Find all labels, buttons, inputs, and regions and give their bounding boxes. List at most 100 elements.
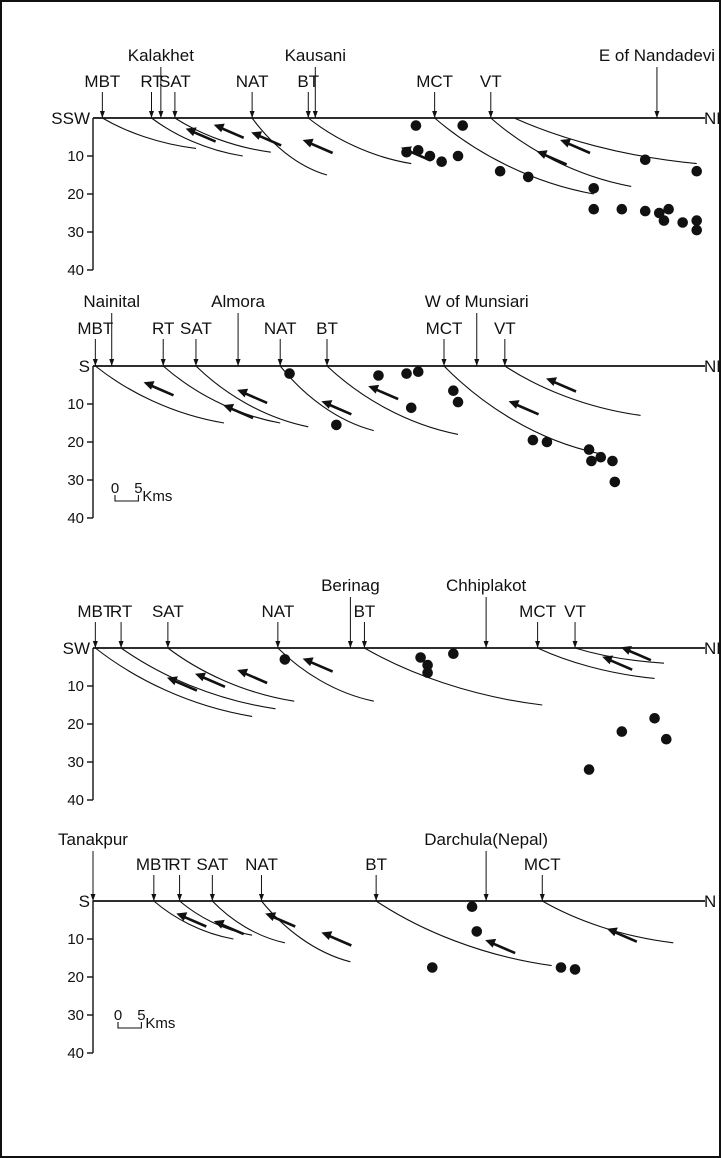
fault-trace [162,365,281,424]
town-arrowhead [347,641,353,648]
seismic-event-dot [691,215,703,226]
depth-tick-label: 10 [67,678,84,695]
fault-trace [364,647,543,706]
seismic-event-dot [607,455,618,467]
fault-trace [174,117,271,153]
scale-bar-five: 5 [137,1007,145,1024]
slip-arrowhead [508,400,520,409]
direction-label-left: SSW [51,109,90,128]
slip-arrowhead [302,657,314,667]
thrust-arrowhead [193,359,199,366]
slip-arrowhead [195,672,206,682]
slip-arrow-shaft [611,929,638,943]
depth-tick-label: 40 [67,1045,84,1062]
scale-bar-unit: Kms [142,488,172,505]
seismic-event-dot [401,368,412,379]
fault-trace [574,647,664,664]
seismic-event-dot [331,419,342,431]
slip-arrowhead [302,138,314,148]
seismic-event-dot [405,402,417,414]
thrust-arrowhead [305,111,311,118]
depth-tick-label: 40 [67,510,84,527]
direction-label-right: NNE [704,109,721,128]
direction-label-right: N [704,892,716,911]
slip-arrow-shaft [199,674,226,688]
slip-arrowhead [485,938,497,948]
seismic-event-dot [649,713,660,724]
depth-tick-label: 40 [67,792,84,809]
fault-trace [443,365,599,454]
slip-arrow-shaft [171,678,198,692]
scale-bar-zero: 0 [114,1007,122,1024]
thrust-arrowhead [361,641,367,648]
thrust-arrowhead [572,641,578,648]
slip-arrowhead [536,150,548,159]
slip-arrow-shaft [307,141,334,155]
direction-label-right: NE [704,639,721,658]
thrust-arrowhead [373,894,379,901]
scale-bar [117,1022,142,1029]
slip-arrowhead [265,912,277,921]
slip-arrowhead [602,655,614,665]
direction-label-left: S [79,892,90,911]
thrust-label: RT [140,72,162,91]
fault-trace [537,647,655,679]
slip-arrow-shaft [218,922,245,936]
seismic-event-dot [639,205,651,217]
seismic-event-dot [586,455,597,467]
thrust-label: MBT [77,602,113,621]
depth-tick-label: 30 [67,1007,84,1024]
fault-trace [307,117,412,165]
thrust-arrowhead [539,894,545,901]
town-arrowhead [90,894,96,901]
fault-trace [504,365,641,416]
direction-label-right: NE [704,357,721,376]
slip-arrow-shaft [550,379,577,393]
thrust-label: BT [297,72,319,91]
thrust-label: SAT [196,855,228,874]
seismic-event-dot [422,659,433,671]
seismic-event-dot [583,444,595,455]
thrust-label: RT [110,602,132,621]
seismic-event-dot [691,165,703,177]
fault-trace [151,117,243,157]
slip-arrowhead [166,676,178,686]
town-arrowhead [158,111,164,118]
thrust-label: NAT [245,855,278,874]
slip-arrow-shaft [489,941,516,955]
seismic-event-dot [424,150,436,162]
seismic-event-dot [471,926,483,937]
seismic-event-dot [616,726,628,737]
slip-arrowhead [368,384,380,394]
slip-arrow-shaft [241,671,268,685]
thrust-label: MBT [77,319,113,338]
thrust-label: RT [152,319,174,338]
thrust-arrowhead [275,641,281,648]
fault-trace [211,900,285,944]
slip-arrow-shaft [325,402,352,416]
seismic-event-dot [583,764,595,775]
depth-tick-label: 20 [67,434,84,451]
thrust-label: SAT [152,602,184,621]
fault-trace [95,647,253,717]
seismic-event-dot [661,733,672,745]
seismic-event-dot [569,964,581,975]
seismic-event-dot [691,224,703,236]
depth-tick-label: 30 [67,224,84,241]
thrust-label: SAT [180,319,212,338]
scale-bar-unit: Kms [145,1015,175,1032]
thrust-label: BT [365,855,387,874]
fault-trace [94,365,225,424]
thrust-arrowhead [151,894,157,901]
town-label: Berinag [321,576,380,595]
direction-label-left: SW [63,639,90,658]
slip-arrow-shaft [148,383,175,397]
seismic-event-dot [639,154,651,166]
seismic-event-dot [555,962,567,973]
thrust-arrowhead [118,641,124,648]
seismic-event-dot [412,145,424,156]
slip-arrow-shaft [625,648,652,662]
town-label: Kausani [285,46,346,65]
seismic-event-dot [494,165,506,177]
